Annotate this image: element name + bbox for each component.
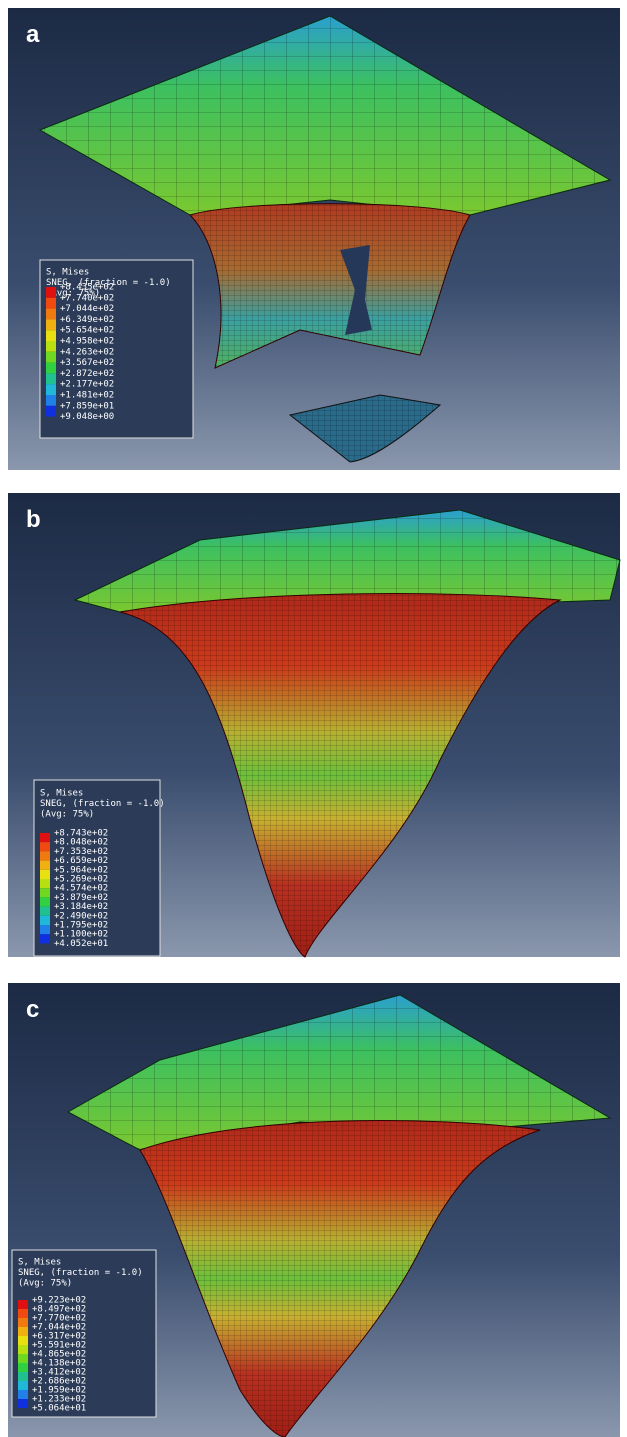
legend-value: +4.052e+01 [54,939,108,949]
legend-value: +4.958e+02 [60,337,114,347]
legend-swatch [40,861,50,870]
legend-value: +7.740e+02 [60,293,114,303]
legend-swatch [18,1354,28,1363]
legend-swatch [18,1345,28,1354]
legend-value: +7.859e+01 [60,401,114,411]
legend-averaging: (Avg: 75%) [40,810,94,820]
legend-swatch [40,870,50,879]
legend-value: +5.064e+01 [32,1404,86,1414]
legend-swatch [46,330,56,341]
legend-swatch [18,1363,28,1372]
legend-swatch [46,406,56,417]
legend-swatch [46,373,56,384]
legend-value: +5.654e+02 [60,326,114,336]
legend-value: +3.567e+02 [60,358,114,368]
legend-swatch [40,907,50,916]
legend-value: +6.349e+02 [60,315,114,325]
legend-value: +8.435e+02 [60,283,114,293]
legend-value: +4.263e+02 [60,347,114,357]
legend-swatch [18,1327,28,1336]
legend-swatch [40,888,50,897]
legend-value: +9.048e+00 [60,412,114,422]
legend-swatch [40,934,50,943]
legend-subtitle: SNEG, (fraction = -1.0) [40,799,165,809]
legend-swatch [46,363,56,374]
legend-swatch [46,287,56,298]
panel-label: c [26,996,39,1023]
legend-swatch [40,879,50,888]
legend-swatch [18,1390,28,1399]
legend-value: +1.481e+02 [60,391,114,401]
legend-swatch [46,395,56,406]
legend-swatch [18,1399,28,1408]
legend-swatch [46,384,56,395]
legend-swatch [18,1318,28,1327]
legend-value: +7.044e+02 [60,304,114,314]
panel-label: a [26,21,40,48]
legend-swatch [40,833,50,842]
legend-subtitle: SNEG, (fraction = -1.0) [18,1268,143,1278]
legend-swatch [18,1336,28,1345]
legend-title: S, Mises [46,268,89,278]
legend-swatch [46,298,56,309]
legend-title: S, Mises [18,1258,61,1268]
legend-swatch [46,352,56,363]
legend-title: S, Mises [40,789,83,799]
panel-label: b [26,506,41,533]
figure: aS, MisesSNEG, (fraction = -1.0)(Avg: 75… [0,0,627,1437]
legend-swatch [46,309,56,320]
legend-swatch [46,319,56,330]
legend-swatch [18,1381,28,1390]
legend-swatch [46,341,56,352]
legend-swatch [18,1300,28,1309]
legend-swatch [40,842,50,851]
legend-swatch [18,1372,28,1381]
legend-swatch [18,1309,28,1318]
legend-swatch [40,925,50,934]
legend-swatch [40,851,50,860]
legend-value: +2.872e+02 [60,369,114,379]
legend-swatch [40,916,50,925]
legend-averaging: (Avg: 75%) [18,1279,72,1289]
legend-value: +2.177e+02 [60,380,114,390]
legend-swatch [40,897,50,906]
